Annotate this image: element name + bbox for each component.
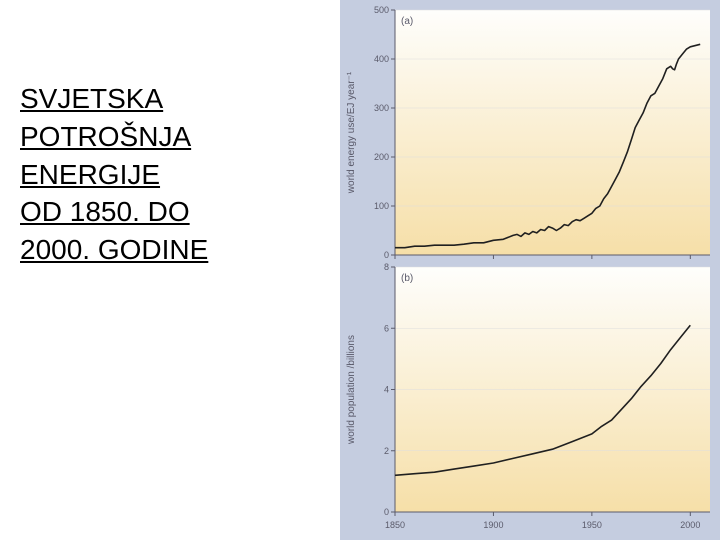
title-line-0: SVJETSKA [20,80,320,118]
title-line-4: 2000. GODINE [20,231,320,269]
svg-text:8: 8 [384,262,389,272]
page-title: SVJETSKA POTROŠNJA ENERGIJE OD 1850. DO … [20,80,320,269]
svg-text:200: 200 [374,152,389,162]
svg-text:0: 0 [384,250,389,260]
svg-text:2: 2 [384,446,389,456]
svg-text:(a): (a) [401,16,413,27]
svg-text:0: 0 [384,507,389,517]
svg-text:(b): (b) [401,273,413,284]
svg-text:1850: 1850 [385,520,405,530]
svg-text:2000: 2000 [680,520,700,530]
charts-svg: 0 100 200 300 400 500 (a) world energy use/EJ y… [340,0,720,540]
svg-text:world energy use/EJ year⁻¹: world energy use/EJ year⁻¹ [346,71,357,194]
title-line-1: POTROŠNJA [20,118,320,156]
title-line-3: OD 1850. DO [20,193,320,231]
svg-text:500: 500 [374,5,389,15]
svg-text:1950: 1950 [582,520,602,530]
title-line-2: ENERGIJE [20,156,320,194]
svg-text:1900: 1900 [483,520,503,530]
svg-text:world population /billions: world population /billions [346,335,357,445]
svg-text:300: 300 [374,103,389,113]
svg-text:4: 4 [384,385,389,395]
charts-panel: 0 100 200 300 400 500 (a) world energy use/EJ y… [340,0,720,540]
svg-text:100: 100 [374,201,389,211]
svg-text:6: 6 [384,323,389,333]
svg-text:400: 400 [374,54,389,64]
